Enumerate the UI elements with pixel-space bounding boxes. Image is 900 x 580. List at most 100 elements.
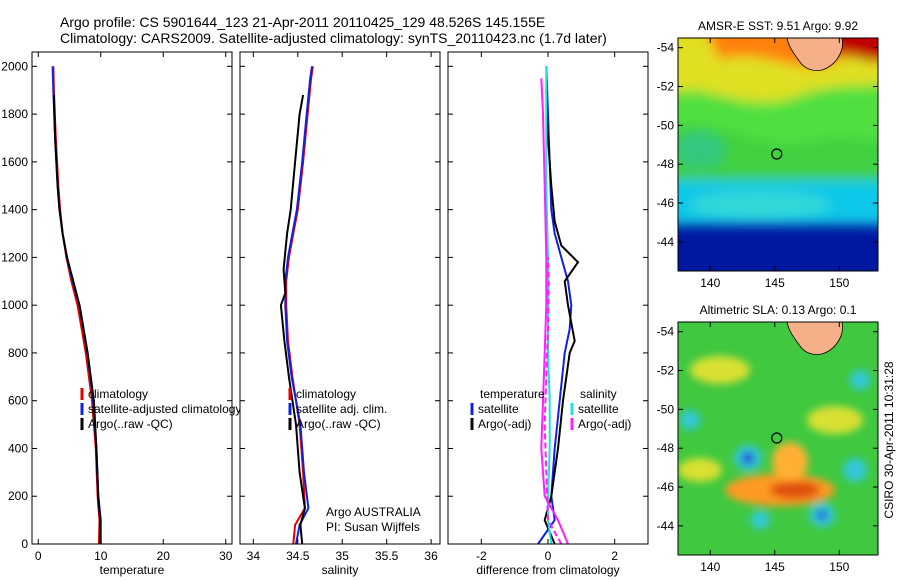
sla-map-argo-marker — [771, 432, 783, 444]
diff-xtick-label: -2 — [476, 549, 487, 563]
diff-legend-label: satellite — [578, 402, 619, 416]
temp-xtick-label: 0 — [35, 549, 42, 563]
sst-land — [786, 38, 843, 71]
sal-frame — [239, 51, 441, 545]
diff-legend-label: Argo(-adj) — [578, 417, 631, 431]
sla-map-xtick-label: 145 — [765, 560, 785, 574]
sla-field-blue-1 — [742, 452, 754, 464]
temp-frame — [31, 51, 233, 545]
temp-xlabel: temperature — [100, 563, 165, 577]
sla-map-ytick-label: -44 — [657, 519, 675, 533]
diff-legend-label: satellite — [478, 402, 519, 416]
sst-field-green-patch — [678, 132, 725, 168]
sla-map-xtick-label: 150 — [829, 560, 849, 574]
header-line-1: Argo profile: CS 5901644_123 21-Apr-2011… — [60, 14, 545, 30]
diff-legend-label: Argo(-adj) — [478, 417, 531, 431]
sal-xtick-label: 36 — [424, 549, 438, 563]
temp-ytick-label: 2000 — [1, 59, 28, 73]
temp-chart: 0 10 20 30 0 200 400 600 800 1000 1200 1400 1600 1800… — [1, 51, 241, 577]
sla-map-chart: 140 145 150 -44 -46 -48 -50 -52 -54 Altimetric SL… — [657, 303, 879, 574]
sla-field-cyan-5 — [750, 511, 770, 529]
header-line-2: Climatology: CARS2009. Satellite-adjuste… — [60, 30, 607, 46]
sst-map-ytick-label: -48 — [657, 157, 675, 171]
sst-map-ytick-label: -46 — [657, 196, 675, 210]
temp-ytick-label: 800 — [8, 346, 28, 360]
sal-annotation: Argo AUSTRALIA — [326, 505, 421, 519]
diff-xlabel: difference from climatology — [476, 563, 619, 577]
temp-ytick-label: 200 — [8, 489, 28, 503]
sla-map-ytick-label: -50 — [657, 402, 675, 416]
sst-map-xtick-label: 150 — [829, 276, 849, 290]
diff-series-4 — [543, 257, 563, 545]
sal-plot-area — [240, 52, 440, 544]
diff-series-3 — [540, 78, 569, 545]
sal-xtick-label: 34.5 — [286, 549, 310, 563]
sla-map-ytick-label: -54 — [657, 325, 675, 339]
sst-map-argo-marker — [771, 148, 783, 160]
csiro-stamp: CSIRO 30-Apr-2011 10:31:28 — [882, 361, 896, 519]
sst-field — [678, 38, 878, 271]
temp-xtick-label: 30 — [219, 549, 233, 563]
sst-map-xtick-label: 140 — [700, 276, 720, 290]
diff-xtick-label: 0 — [545, 549, 552, 563]
sla-field-cyan-6 — [850, 370, 870, 390]
sla-field-yellow-3 — [678, 458, 722, 482]
sal-chart: 34 34.5 35 35.5 36 salinity climatologysatelli… — [239, 51, 441, 577]
temp-ytick-label: 400 — [8, 441, 28, 455]
temp-xtick-label: 20 — [157, 549, 171, 563]
sst-field-cyan-patch — [690, 191, 830, 219]
temp-legend-label: climatology — [88, 387, 148, 401]
sla-field-blue-2 — [817, 510, 827, 520]
sal-legend-label: Argo(..raw -QC) — [296, 417, 381, 431]
sla-field-cyan-3 — [843, 458, 867, 482]
diff-series-1 — [543, 90, 579, 545]
diff-legend-header: salinity — [580, 387, 617, 401]
sla-field-yellow-2 — [807, 406, 863, 434]
sla-map-ytick-label: -46 — [657, 480, 675, 494]
sal-xtick-label: 35 — [336, 549, 350, 563]
sal-legend-label: climatology — [296, 387, 356, 401]
sla-field-red — [770, 481, 820, 499]
diff-legend-header: temperature — [480, 387, 545, 401]
sla-land — [786, 322, 843, 355]
sla-field-orange-2 — [772, 442, 808, 482]
temp-ytick-label: 1400 — [1, 203, 28, 217]
temp-plot-area — [32, 52, 232, 544]
temp-series-2 — [52, 94, 102, 544]
temp-ytick-label: 1600 — [1, 155, 28, 169]
temp-legend-label: Argo(..raw -QC) — [88, 417, 173, 431]
sal-series-2 — [279, 94, 306, 545]
temp-ytick-label: 1200 — [1, 250, 28, 264]
sst-map-chart: 140 145 150 -44 -46 -48 -50 -52 -54 AMSR-E SST: 9… — [657, 19, 879, 290]
sst-map-ytick-label: -44 — [657, 235, 675, 249]
sst-map-ytick-label: -50 — [657, 118, 675, 132]
sal-xlabel: salinity — [322, 563, 359, 577]
temp-ytick-label: 1000 — [1, 298, 28, 312]
sst-map-frame — [677, 37, 879, 272]
sla-map-ytick-label: -48 — [657, 441, 675, 455]
sal-xtick-label: 35.5 — [375, 549, 399, 563]
sst-map-ytick-label: -54 — [657, 41, 675, 55]
sla-map-title: Altimetric SLA: 0.13 Argo: 0.1 — [700, 303, 857, 317]
plots: 0 10 20 30020040060080010001200140016001800… — [1, 19, 879, 577]
sla-map-frame — [677, 321, 879, 556]
sst-map-xtick-label: 145 — [765, 276, 785, 290]
sal-annotation: PI: Susan Wijffels — [326, 520, 420, 534]
sla-field — [678, 322, 878, 555]
sla-map-xtick-label: 140 — [700, 560, 720, 574]
sal-xtick-label: 34 — [247, 549, 261, 563]
temp-ytick-label: 0 — [21, 537, 28, 551]
sla-field-cyan-4 — [680, 410, 700, 430]
sst-map-ytick-label: -52 — [657, 80, 675, 94]
sla-field-base — [678, 322, 878, 555]
sla-map-ytick-label: -52 — [657, 364, 675, 378]
temp-legend-label: satellite-adjusted climatology — [88, 402, 241, 416]
sst-map-title: AMSR-E SST: 9.51 Argo: 9.92 — [698, 19, 858, 33]
temp-ytick-label: 1800 — [1, 107, 28, 121]
sla-field-yellow-1 — [690, 356, 750, 384]
temp-xtick-label: 10 — [94, 549, 108, 563]
sal-legend-label: satellite adj. clim. — [296, 402, 387, 416]
temp-ytick-label: 600 — [8, 394, 28, 408]
